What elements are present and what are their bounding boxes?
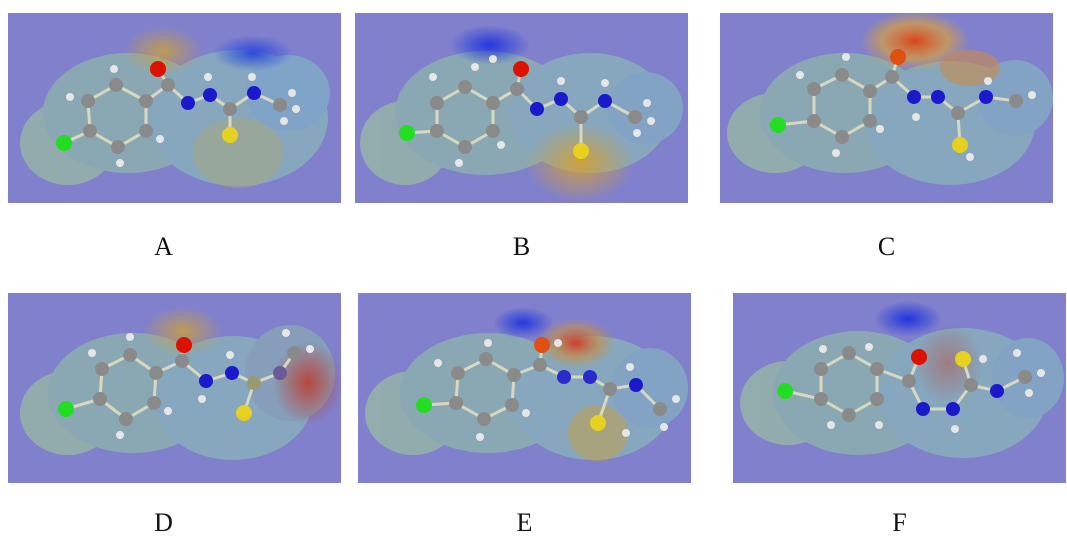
molecule-d — [20, 306, 341, 460]
atoms — [58, 329, 314, 439]
atoms — [56, 61, 300, 167]
panel-label-a: A — [154, 232, 173, 261]
molecule-b — [360, 25, 683, 203]
molecule-a — [20, 26, 330, 188]
molecule-c — [727, 13, 1053, 185]
atoms — [770, 49, 1036, 161]
atoms — [777, 343, 1045, 433]
esp-map-panel-c — [720, 13, 1053, 203]
panel-label-d: D — [154, 508, 173, 537]
esp-map-panel-d — [8, 293, 341, 483]
esp-map-panel-e — [358, 293, 691, 483]
panel-label-b: B — [512, 232, 531, 261]
molecule-e — [365, 307, 688, 461]
panel-label-f: F — [892, 508, 907, 537]
esp-surface — [360, 51, 683, 185]
molecule-f — [740, 301, 1064, 458]
panel-label-c: C — [877, 232, 896, 261]
esp-surface — [365, 333, 688, 460]
panel-label-e: E — [516, 508, 533, 537]
atoms — [416, 337, 680, 441]
atoms — [399, 55, 655, 167]
esp-map-panel-f — [733, 293, 1066, 483]
esp-map-panel-a — [8, 13, 341, 203]
esp-map-panel-b — [355, 13, 688, 203]
